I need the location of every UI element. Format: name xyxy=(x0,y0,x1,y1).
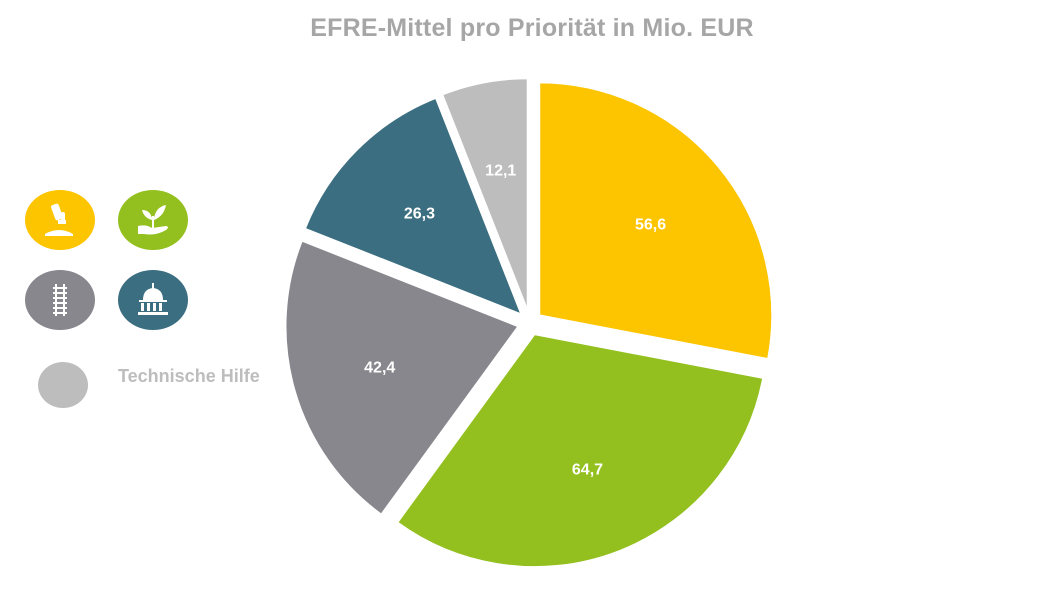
pie-slice-label-3: 42,4 xyxy=(364,360,395,377)
pie-slice-label-4: 26,3 xyxy=(404,205,435,222)
plant-in-hand-icon xyxy=(118,190,188,250)
legend-swatch xyxy=(38,362,88,408)
pie-slice-1 xyxy=(538,81,774,361)
pie-slice-label-2: 64,7 xyxy=(572,462,603,479)
microscope-icon xyxy=(25,190,95,250)
chart-title: EFRE-Mittel pro Priorität in Mio. EUR xyxy=(310,14,754,42)
pie-slice-5 xyxy=(440,77,529,312)
pie-slice-4 xyxy=(303,96,524,317)
domed-building-icon xyxy=(118,270,188,330)
pie-slice-label-5: 12,1 xyxy=(485,162,516,179)
pie-slice-3 xyxy=(284,239,521,517)
pie-slice-2 xyxy=(395,333,765,569)
legend: Technische Hilfe xyxy=(0,0,300,600)
railway-track-icon xyxy=(25,270,95,330)
legend-label: Technische Hilfe xyxy=(118,366,260,386)
pie-slice-label-1: 56,6 xyxy=(635,216,666,233)
